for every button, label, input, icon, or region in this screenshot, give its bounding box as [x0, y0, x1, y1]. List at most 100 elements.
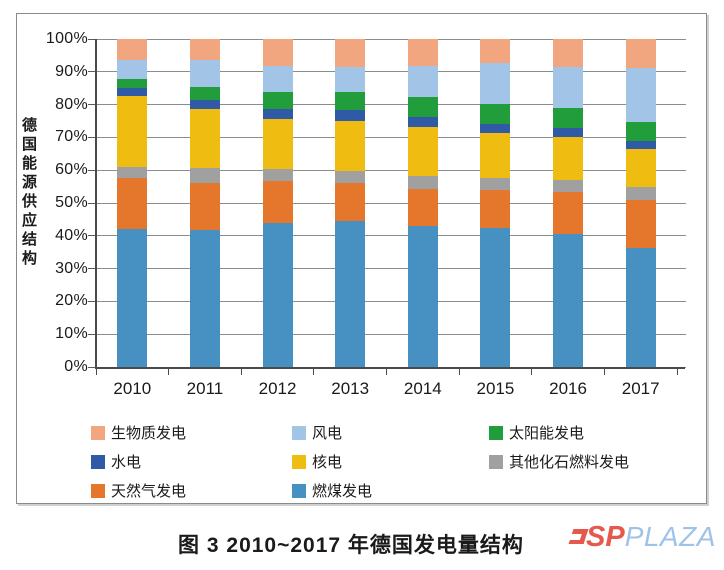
- legend-item: 风电: [292, 418, 372, 447]
- x-tick-label: 2011: [186, 379, 224, 398]
- y-tick-100: [88, 38, 96, 40]
- bar-segment: [262, 108, 293, 119]
- bar-segment: [480, 104, 511, 125]
- x-boundary-tick: [386, 369, 387, 375]
- y-tick-30: [88, 268, 96, 270]
- right-tick-60: [677, 169, 686, 171]
- y-tick-70: [88, 136, 96, 138]
- y-axis-line: [95, 39, 97, 369]
- x-tick-label: 2010: [113, 379, 152, 398]
- x-tick-label: 2013: [331, 379, 370, 398]
- bar-segment: [553, 107, 584, 128]
- bar-segment: [407, 189, 438, 226]
- bar-segment: [189, 86, 220, 100]
- bar-segment: [407, 116, 438, 127]
- bar-segment: [335, 170, 366, 183]
- y-tick-label: 80%: [55, 95, 88, 113]
- legend-swatch-icon: [292, 425, 306, 440]
- y-tick-label: 60%: [55, 161, 88, 179]
- legend-label: 风电: [312, 425, 343, 442]
- bar-segment: [407, 96, 438, 117]
- legend-swatch-icon: [91, 483, 105, 498]
- right-tick-30: [677, 268, 686, 270]
- legend-item: 天然气发电: [91, 476, 186, 505]
- bar-segment: [625, 186, 656, 201]
- legend-swatch-icon: [91, 425, 105, 440]
- bar-segment: [189, 229, 220, 367]
- bar-segment: [335, 221, 366, 367]
- y-tick-60: [88, 169, 96, 171]
- right-tick-70: [677, 136, 686, 138]
- bar-segment: [262, 92, 293, 109]
- bar-segment: [480, 39, 511, 63]
- right-tick-40: [677, 235, 686, 237]
- gridline-10: [96, 333, 677, 335]
- bar-segment: [117, 60, 148, 80]
- bar-segment: [335, 39, 366, 68]
- bar-segment: [407, 126, 438, 177]
- y-tick-label: 30%: [55, 259, 88, 277]
- watermark-blue-text: PLAZA: [624, 521, 716, 552]
- y-axis-title: 德国能源供应结构: [20, 117, 37, 269]
- x-boundary-tick: [458, 369, 460, 375]
- legend-item: 生物质发电: [91, 418, 186, 447]
- bar-segment: [335, 92, 366, 111]
- bar-segment: [262, 168, 293, 181]
- bar-segment: [335, 110, 366, 121]
- x-boundary-tick: [676, 369, 678, 375]
- gridline-30: [96, 268, 677, 270]
- bar-segment: [189, 59, 220, 87]
- legend-label: 核电: [312, 454, 343, 471]
- bar-segment: [117, 39, 148, 61]
- y-tick-label: 100%: [45, 30, 88, 47]
- bar-segment: [189, 168, 220, 183]
- y-tick-label: 50%: [55, 194, 88, 211]
- legend-column-3: 太阳能发电 其他化石燃料发电: [489, 418, 629, 476]
- gridline-100: [96, 38, 677, 40]
- y-tick-label: 90%: [55, 62, 88, 80]
- bar-segment: [189, 182, 220, 230]
- legend-label: 天然气发电: [111, 483, 187, 500]
- y-tick-80: [88, 104, 96, 106]
- bar-segment: [480, 124, 511, 134]
- y-tick-label: 40%: [55, 226, 88, 244]
- bar-segment: [189, 109, 220, 169]
- bar-segment: [117, 166, 148, 179]
- gridline-40: [96, 235, 677, 237]
- bar-segment: [625, 67, 656, 123]
- plot-area: 100% 90% 80% 70% 60% 50% 40% 30% 20% 10% 0% 2010 201…: [46, 30, 686, 398]
- bar-segment: [480, 190, 511, 229]
- right-tick-50: [677, 202, 686, 204]
- y-tick-20: [88, 300, 96, 302]
- legend-column-2: 风电 核电 燃煤发电: [292, 418, 372, 505]
- bar-segment: [480, 133, 511, 179]
- x-boundary-tick: [240, 369, 242, 375]
- watermark-logo: SPPLAZA: [568, 521, 716, 554]
- bar-segment: [335, 67, 366, 93]
- bar-segment: [553, 136, 584, 181]
- gridline-80: [96, 104, 677, 106]
- gridline-60: [96, 169, 677, 171]
- bar-segment: [407, 66, 438, 97]
- legend-label: 太阳能发电: [509, 425, 585, 442]
- x-boundary-tick: [603, 369, 605, 375]
- right-tick-10: [677, 333, 686, 335]
- bar-segment: [189, 100, 220, 110]
- figure-caption: 图 3 2010~2017 年德国发电量结构: [178, 534, 524, 557]
- legend-swatch-icon: [292, 483, 306, 498]
- bar-segment: [117, 79, 148, 88]
- bar-segment: [262, 65, 293, 93]
- bar-segment: [262, 118, 293, 169]
- x-axis-line: [95, 367, 685, 369]
- bar-segment: [407, 39, 438, 67]
- bar-segment: [262, 180, 293, 223]
- gridline-50: [96, 202, 677, 204]
- x-tick-label: 2012: [258, 379, 297, 398]
- bar-segment: [553, 180, 584, 193]
- x-boundary-tick: [531, 369, 533, 375]
- bar-segment: [553, 234, 584, 367]
- x-boundary-tick: [95, 369, 97, 375]
- figure-frame: 德国能源供应结构 100% 90% 80% 70% 60% 50% 40% 30% 20% 10%…: [16, 13, 707, 504]
- bar-segment: [117, 87, 148, 96]
